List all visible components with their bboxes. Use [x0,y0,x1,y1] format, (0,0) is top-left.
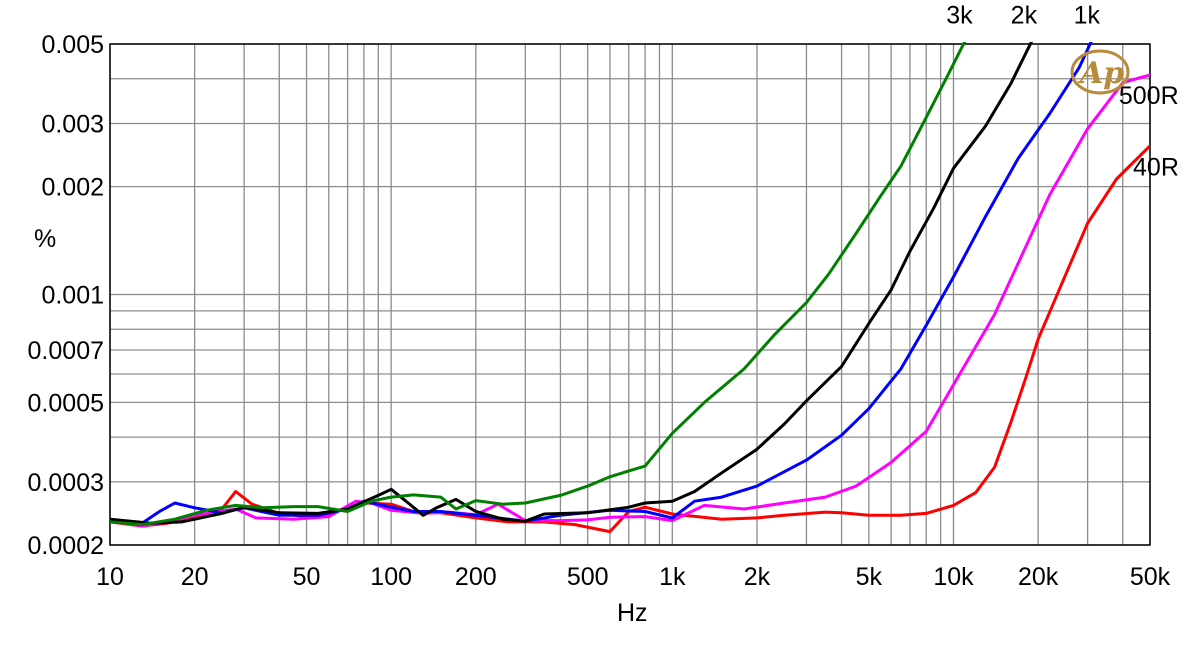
x-tick-label: 500 [567,563,609,591]
x-tick-label: 10 [96,563,124,591]
y-axis-label: % [34,225,56,253]
x-tick-label: 20 [181,563,209,591]
series-label-500r: 500R [1119,82,1179,110]
series-line-2k [110,42,1034,525]
x-tick-label: 200 [455,563,497,591]
x-tick-label: 50k [1130,563,1171,591]
y-tick-label: 0.0003 [28,469,104,497]
x-axis-label: Hz [617,599,648,627]
series-label-1k: 1k [1074,2,1101,30]
y-tick-label: 0.003 [41,111,104,139]
series-label-2k: 2k [1011,2,1038,30]
x-tick-label: 2k [744,563,771,591]
series-line-500r [110,73,1150,528]
series-label-40r: 40R [1133,153,1179,181]
y-tick-label: 0.001 [41,282,104,310]
y-tick-label: 0.0002 [28,532,104,560]
ap-logo-text: Ap [1077,56,1124,91]
grid [109,43,1151,546]
tick-labels: 10 20 50 100 200 500 1k 2k 5k 10k 20k 50k 0.0002 0.00… [28,31,1171,591]
x-tick-label: 1k [659,563,686,591]
ap-logo: Ap [1070,49,1130,95]
x-tick-label: 50 [293,563,321,591]
y-tick-label: 0.005 [41,31,104,59]
x-tick-label: 10k [933,563,974,591]
x-tick-label: 5k [856,563,883,591]
series-line-3k [110,42,967,527]
plot-frame [109,43,1151,546]
y-tick-label: 0.0005 [28,389,104,417]
y-tick-label: 0.002 [41,174,104,202]
x-tick-label: 100 [370,563,412,591]
y-tick-label: 0.0007 [28,337,104,365]
x-tick-label: 20k [1018,563,1059,591]
series-label-3k: 3k [946,2,973,30]
series-group [110,42,1150,534]
series-labels: 3k 2k 1k 500R 40R [946,2,1179,182]
